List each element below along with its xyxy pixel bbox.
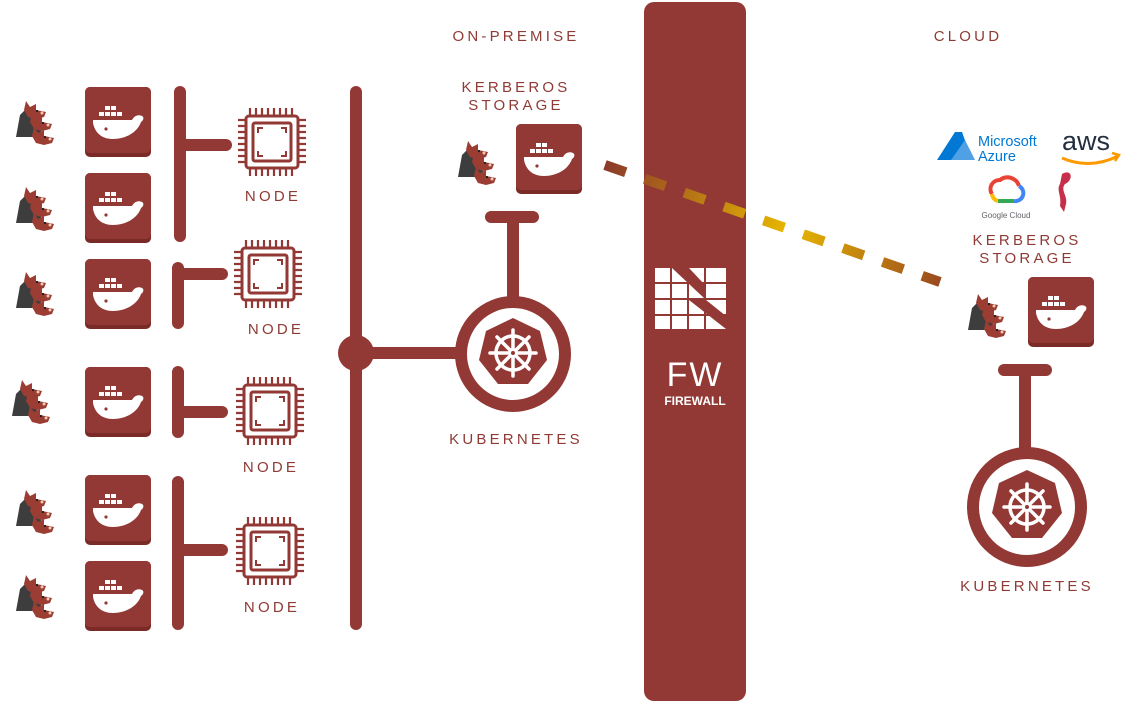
helm-wheel — [1002, 482, 1052, 532]
kubernetes-label: KUBERNETES — [449, 431, 583, 448]
node-label: NODE — [244, 599, 300, 616]
cpu-chip-icon — [234, 375, 306, 447]
kerberos-agent-icon — [458, 141, 496, 185]
docker-icon — [85, 259, 151, 329]
kerberos-agent-icon — [16, 575, 54, 619]
kerberos-storage-label: KERBEROS — [973, 232, 1082, 249]
firewall: FW FIREWALL — [644, 2, 746, 701]
cloud-providers: Microsoft Azure aws Google Cloud — [937, 126, 1121, 220]
azure-text: Microsoft — [978, 134, 1037, 150]
kerberos-storage-label: STORAGE — [979, 250, 1074, 267]
node-label: NODE — [245, 188, 301, 205]
kubernetes-label: KUBERNETES — [960, 578, 1094, 595]
cluster-bus — [338, 86, 460, 630]
docker-icon — [1028, 277, 1094, 347]
firewall-label: FIREWALL — [664, 394, 725, 408]
azure-text: Azure — [978, 149, 1016, 165]
on-premise-kubernetes — [455, 211, 571, 412]
google-cloud-logo-icon — [988, 175, 1026, 204]
kerberos-agent-icon — [16, 490, 54, 534]
aws-logo-icon: aws — [1062, 126, 1110, 156]
containers-column — [85, 87, 151, 631]
docker-icon — [516, 124, 582, 194]
cpu-chip-icon — [234, 515, 306, 587]
docker-icon — [85, 561, 151, 631]
docker-icon — [85, 173, 151, 243]
kerberos-agent-icon — [12, 380, 50, 424]
google-cloud-text: Google Cloud — [982, 211, 1031, 220]
kerberos-storage-label: STORAGE — [468, 97, 563, 114]
docker-icon — [85, 475, 151, 545]
cloud-label: CLOUD — [934, 28, 1003, 45]
docker-icon — [85, 367, 151, 437]
firewall-short-label: FW — [667, 356, 724, 394]
aws-arrow — [1111, 151, 1121, 162]
cpu-chip-icon — [232, 238, 304, 310]
kerberos-agent-icon — [16, 272, 54, 316]
cpu-chip-icon — [236, 106, 308, 178]
aws-smile — [1061, 154, 1119, 165]
node-label: NODE — [243, 459, 299, 476]
kerberos-agent-icon — [16, 187, 54, 231]
helm-wheel — [488, 328, 538, 378]
minio-logo-icon — [1058, 172, 1071, 212]
azure-logo-icon — [937, 132, 975, 160]
agents-column — [12, 101, 54, 619]
firewall-logo-icon — [655, 268, 726, 329]
node-label: NODE — [248, 321, 304, 338]
on-premise-label: ON-PREMISE — [452, 28, 579, 45]
node-connectors — [172, 86, 232, 630]
kerberos-agent-icon — [16, 101, 54, 145]
kerberos-storage-label: KERBEROS — [462, 79, 571, 96]
docker-icon — [85, 87, 151, 157]
cloud-kubernetes — [967, 364, 1087, 567]
kerberos-agent-icon — [968, 294, 1006, 338]
storage-link — [603, 160, 942, 287]
nodes — [232, 106, 308, 587]
